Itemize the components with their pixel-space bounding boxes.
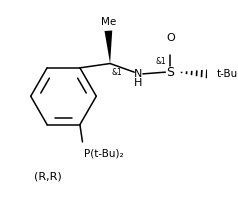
Text: N: N [134,69,142,79]
Text: O: O [166,33,175,43]
Polygon shape [104,31,112,63]
Text: P(t-Bu)₂: P(t-Bu)₂ [84,149,124,159]
Text: S: S [167,66,174,79]
Text: Me: Me [101,17,116,27]
Text: &1: &1 [156,57,167,66]
Text: &1: &1 [112,68,123,77]
Text: H: H [134,78,142,88]
Text: t-Bu: t-Bu [217,69,238,79]
Text: (R,R): (R,R) [34,171,62,181]
